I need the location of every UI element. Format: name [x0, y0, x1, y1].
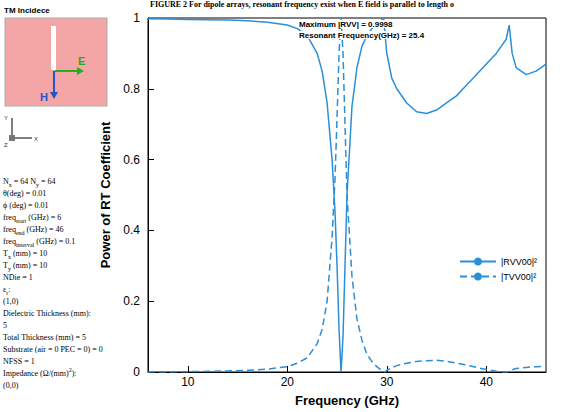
html-text:εr:: εr:: [3, 285, 11, 296]
svg-text:Z: Z: [4, 142, 8, 148]
svg-text:1: 1: [133, 11, 140, 25]
html-text:(0,0): (0,0): [3, 381, 19, 390]
svg-text:Maximum |RVV| = 0.9998: Maximum |RVV| = 0.9998: [299, 20, 393, 29]
html-text:NDie = 1: NDie = 1: [3, 273, 33, 282]
svg-text:Frequency (GHz): Frequency (GHz): [295, 393, 399, 408]
html-text:ϕ (deg) = 0.01: ϕ (deg) = 0.01: [3, 201, 49, 210]
html-text:Total Thickness (mm) = 5: Total Thickness (mm) = 5: [3, 333, 86, 342]
svg-text:0.4: 0.4: [123, 223, 140, 237]
svg-text:|TVV00|²: |TVV00|²: [501, 272, 536, 282]
svg-text:H: H: [40, 91, 48, 103]
svg-text:X: X: [34, 136, 38, 142]
html-text:NFSS = 1: NFSS = 1: [3, 357, 35, 366]
html-text:Ty(mm) = 10: Ty(mm) = 10: [3, 261, 48, 272]
svg-text:Power of RT Coefficient: Power of RT Coefficient: [98, 121, 113, 268]
html-text:(1,0): (1,0): [3, 297, 19, 306]
svg-text:0.8: 0.8: [123, 82, 140, 96]
svg-text:0.6: 0.6: [123, 153, 140, 167]
svg-text:Resonant Frequency(GHz) = 25.4: Resonant Frequency(GHz) = 25.4: [299, 31, 425, 40]
html-text:freqinterval(GHz) = 0.1: freqinterval(GHz) = 0.1: [3, 237, 76, 248]
html-text:5: 5: [3, 321, 7, 330]
svg-text:10: 10: [181, 375, 195, 389]
svg-text:40: 40: [480, 375, 494, 389]
svg-text:|RVV00|²: |RVV00|²: [501, 257, 537, 267]
html-text:θ(deg) = 0.01: θ(deg) = 0.01: [3, 189, 47, 198]
svg-text:TM Incidece: TM Incidece: [4, 6, 50, 15]
svg-text:0.2: 0.2: [123, 294, 140, 308]
svg-text:E: E: [78, 55, 85, 67]
html-text:freqstart(GHz) = 6: freqstart(GHz) = 6: [3, 213, 62, 224]
html-text:Impedance (Ω/(mm)2):: Impedance (Ω/(mm)2):: [3, 367, 77, 378]
html-text:freqend(GHz) = 46: freqend(GHz) = 46: [3, 225, 64, 236]
svg-text:30: 30: [380, 375, 394, 389]
html-text:Dielectric Thickness (mm):: Dielectric Thickness (mm):: [3, 309, 91, 318]
svg-text:Y: Y: [4, 115, 8, 121]
html-text:Substrate (air = 0 PEC = 0) =: Substrate (air = 0 PEC = 0) = 0: [3, 345, 103, 354]
html-text:Tx(mm) = 10: Tx(mm) = 10: [3, 249, 48, 260]
html-text:FIGURE 2 For dipole arrays, re: FIGURE 2 For dipole arrays, resonant fre…: [150, 0, 454, 9]
svg-text:0: 0: [133, 365, 140, 379]
html-text:Nx= 64 Ny= 64: Nx= 64 Ny= 64: [3, 177, 56, 188]
svg-text:20: 20: [281, 375, 295, 389]
